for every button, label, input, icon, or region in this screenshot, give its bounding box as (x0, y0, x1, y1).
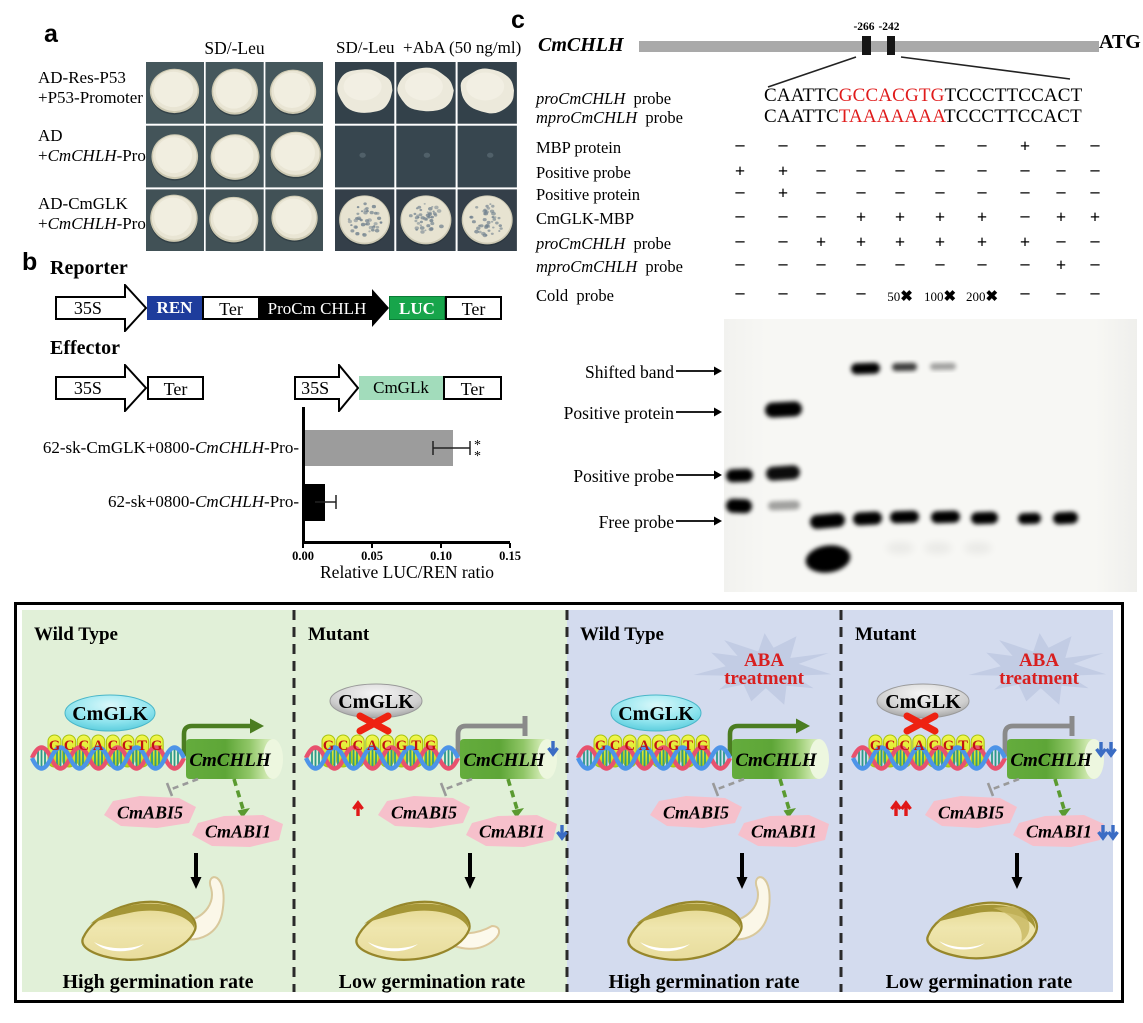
svg-text:CmGLK: CmGLK (72, 703, 148, 725)
svg-text:treatment: treatment (999, 668, 1080, 689)
svg-text:Low germination rate: Low germination rate (886, 971, 1073, 993)
svg-text:ABA: ABA (744, 650, 784, 671)
svg-text:Low germination rate: Low germination rate (339, 971, 526, 993)
svg-text:*: * (474, 449, 481, 464)
svg-text:High germination rate: High germination rate (62, 971, 253, 993)
svg-text:35S: 35S (301, 378, 329, 398)
svg-text:Wild Type: Wild Type (34, 624, 118, 645)
svg-text:ABA: ABA (1019, 650, 1059, 671)
svg-text:CmGLK: CmGLK (618, 703, 694, 725)
svg-text:*: * (474, 438, 481, 453)
svg-text:Mutant: Mutant (855, 624, 917, 645)
svg-text:35S: 35S (74, 378, 102, 398)
svg-text:ProCm CHLH: ProCm CHLH (268, 299, 367, 318)
svg-text:treatment: treatment (724, 668, 805, 689)
svg-text:CmGLK: CmGLK (885, 691, 961, 713)
svg-text:CmGLK: CmGLK (338, 691, 414, 713)
svg-text:35S: 35S (74, 298, 102, 318)
svg-text:Mutant: Mutant (308, 624, 370, 645)
svg-text:Wild Type: Wild Type (580, 624, 664, 645)
svg-text:High germination rate: High germination rate (608, 971, 799, 993)
